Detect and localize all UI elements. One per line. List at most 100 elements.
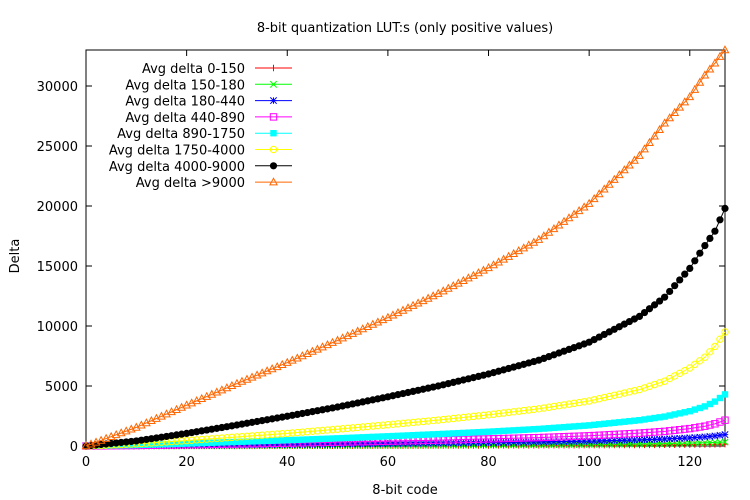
data-point bbox=[605, 437, 613, 445]
data-point bbox=[600, 440, 608, 448]
y-tick-label: 30000 bbox=[37, 80, 78, 95]
data-point bbox=[665, 113, 675, 122]
data-point bbox=[313, 427, 322, 435]
data-point bbox=[379, 433, 387, 440]
data-point bbox=[690, 84, 700, 93]
legend-entry: Avg delta 150-180 bbox=[125, 78, 292, 93]
data-point bbox=[601, 420, 608, 428]
data-point bbox=[706, 234, 714, 242]
data-point bbox=[655, 379, 664, 387]
data-point bbox=[374, 421, 382, 430]
data-point bbox=[515, 407, 523, 415]
data-point bbox=[258, 437, 266, 445]
data-point bbox=[691, 257, 699, 265]
data-point bbox=[309, 436, 316, 443]
data-point bbox=[505, 438, 513, 446]
data-point bbox=[354, 440, 362, 448]
data-point bbox=[318, 426, 327, 435]
data-point bbox=[198, 435, 206, 444]
data-point bbox=[565, 423, 573, 430]
data-point bbox=[435, 430, 442, 438]
data-point bbox=[565, 432, 573, 441]
data-point bbox=[208, 435, 216, 443]
data-point bbox=[187, 436, 196, 444]
data-point bbox=[600, 437, 608, 445]
data-point bbox=[555, 433, 563, 441]
data-point bbox=[404, 439, 412, 447]
data-point bbox=[676, 410, 683, 417]
data-point bbox=[530, 438, 538, 446]
data-point bbox=[575, 437, 583, 445]
data-point bbox=[168, 440, 175, 448]
data-point bbox=[681, 434, 689, 442]
data-point bbox=[238, 438, 246, 445]
data-point bbox=[686, 364, 694, 372]
data-point bbox=[359, 423, 367, 431]
data-point bbox=[248, 432, 256, 440]
data-point bbox=[248, 441, 256, 449]
data-point bbox=[590, 396, 598, 404]
data-point bbox=[580, 437, 588, 445]
data-point bbox=[288, 440, 296, 449]
data-point bbox=[474, 412, 483, 420]
data-point bbox=[610, 391, 619, 399]
data-point bbox=[304, 436, 311, 443]
data-point bbox=[635, 312, 644, 320]
data-point bbox=[419, 431, 427, 438]
data-point bbox=[525, 434, 533, 442]
data-point bbox=[284, 437, 291, 444]
data-point bbox=[143, 441, 150, 448]
data-point bbox=[701, 403, 709, 410]
data-point bbox=[163, 440, 170, 448]
y-tick-label: 10000 bbox=[37, 320, 78, 335]
data-point bbox=[213, 434, 221, 443]
data-point bbox=[661, 435, 669, 443]
data-point bbox=[691, 424, 699, 432]
data-point bbox=[268, 441, 276, 449]
data-point bbox=[686, 408, 693, 415]
y-tick-label: 5000 bbox=[45, 380, 78, 395]
data-point bbox=[686, 434, 694, 442]
data-point bbox=[289, 436, 296, 444]
data-point bbox=[650, 428, 659, 436]
data-point bbox=[620, 430, 629, 438]
data-point bbox=[589, 193, 599, 203]
data-point bbox=[343, 424, 352, 433]
data-point bbox=[711, 342, 719, 351]
data-point bbox=[520, 426, 527, 433]
data-point bbox=[681, 425, 689, 433]
data-point bbox=[585, 432, 593, 440]
data-point bbox=[394, 439, 402, 448]
x-tick-label: 100 bbox=[577, 455, 602, 470]
data-point bbox=[660, 427, 669, 436]
legend-label: Avg delta 180-440 bbox=[125, 95, 245, 110]
data-point bbox=[570, 423, 578, 430]
data-point bbox=[334, 435, 341, 442]
data-point bbox=[615, 390, 624, 398]
data-point bbox=[720, 45, 730, 54]
data-point bbox=[480, 428, 487, 436]
data-point bbox=[454, 435, 463, 444]
data-point bbox=[459, 413, 468, 422]
data-point bbox=[716, 418, 724, 426]
data-point bbox=[364, 440, 372, 448]
legend-marker bbox=[269, 162, 278, 170]
data-point bbox=[560, 423, 568, 431]
data-point bbox=[339, 434, 346, 442]
data-point bbox=[273, 441, 281, 449]
data-point bbox=[640, 429, 649, 437]
data-point bbox=[384, 421, 392, 429]
data-point bbox=[580, 422, 588, 429]
data-point bbox=[465, 429, 472, 436]
legend-entry: Avg delta 180-440 bbox=[125, 95, 292, 110]
data-point bbox=[580, 432, 588, 440]
y-axis-label: Delta bbox=[8, 239, 23, 274]
data-point bbox=[590, 431, 598, 440]
data-point bbox=[464, 435, 473, 444]
data-point bbox=[328, 440, 337, 448]
data-point bbox=[500, 438, 508, 446]
data-point bbox=[499, 434, 508, 443]
